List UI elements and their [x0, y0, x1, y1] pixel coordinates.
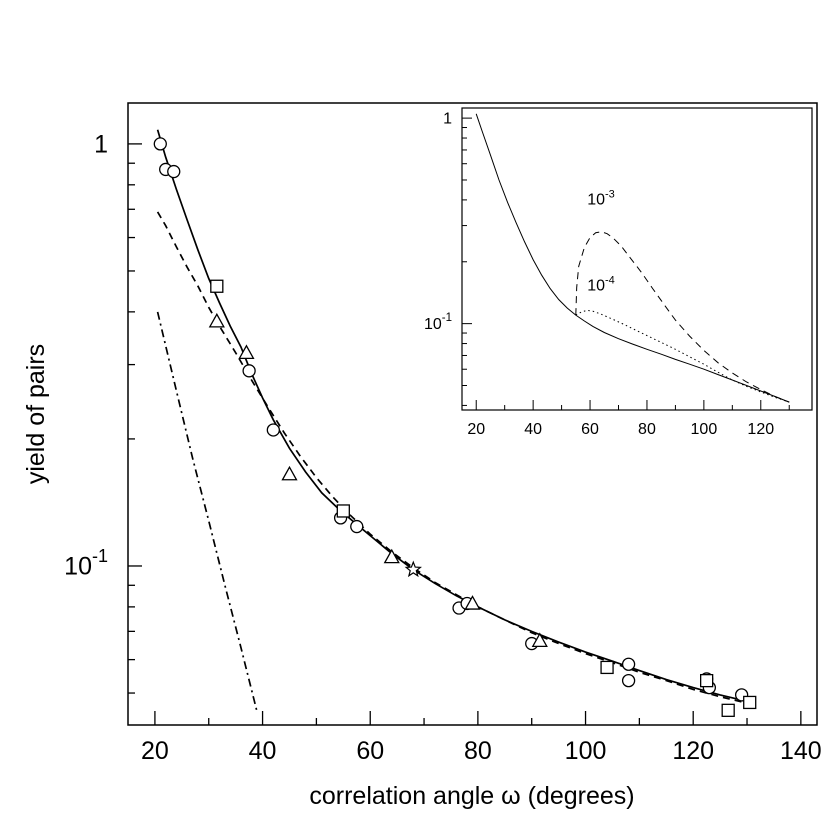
data-point-circle: [242, 364, 256, 378]
y-tick-label: 10-1: [64, 546, 108, 581]
curve-annotation: 10-3: [587, 188, 615, 208]
data-point-triangle: [464, 595, 481, 610]
y-axis-label: yield of pairs: [22, 344, 50, 484]
data-point-square: [700, 673, 714, 688]
x-tick-label: 80: [638, 421, 656, 438]
data-point-circle: [350, 519, 364, 534]
x-tick-label: 140: [780, 737, 822, 765]
x-tick-label: 120: [672, 737, 714, 765]
data-point-square: [210, 279, 224, 293]
data-point-square: [600, 660, 614, 675]
data-point-square: [336, 504, 350, 518]
data-point-star: [404, 560, 422, 578]
data-point-square: [721, 703, 735, 717]
main-y-tick-labels: 1 10-1: [64, 131, 108, 581]
curve-dotted: [575, 309, 790, 403]
x-tick-label: 40: [249, 737, 277, 765]
main-data-points: [153, 137, 757, 717]
data-point-circle: [266, 423, 280, 437]
x-tick-label: 100: [691, 421, 718, 438]
x-tick-label: 120: [747, 421, 774, 438]
data-point-triangle: [531, 632, 548, 648]
curve-annotation: 10-4: [587, 274, 615, 294]
x-tick-label: 60: [356, 737, 384, 765]
inset-annotations: 10-3 10-4: [587, 188, 615, 294]
curve-dashed: [575, 231, 790, 403]
y-tick-label: 1: [94, 131, 108, 159]
data-point-circle: [167, 164, 181, 179]
inset-plot-frame: [461, 107, 813, 411]
x-tick-label: 20: [467, 421, 485, 438]
inset-plot-background: [462, 108, 812, 410]
curve-dashdot: [156, 311, 259, 713]
y-tick-label: 1: [443, 111, 452, 128]
data-point-triangle: [208, 312, 225, 328]
data-point-circle: [153, 137, 167, 151]
inset-curves: [475, 113, 790, 403]
main-ticks: [128, 143, 802, 725]
inset-y-tick-labels: 1 10-1: [424, 111, 452, 334]
data-point-circle: [621, 657, 636, 671]
x-tick-label: 80: [464, 737, 492, 765]
data-point-triangle: [383, 548, 400, 564]
data-point-circle: [621, 673, 636, 688]
data-point-triangle: [238, 344, 255, 360]
x-tick-label: 20: [141, 737, 169, 765]
inset-x-tick-labels: 20 40 60 80 100 120: [467, 421, 774, 438]
x-tick-label: 60: [581, 421, 599, 438]
x-tick-label: 100: [565, 737, 607, 765]
x-tick-label: 40: [524, 421, 542, 438]
x-axis-label: correlation angle ω (degrees): [309, 782, 634, 810]
curve-solid: [475, 113, 790, 403]
data-point-square: [743, 695, 757, 710]
y-tick-label: 10-1: [424, 312, 452, 333]
data-point-triangle: [281, 465, 298, 481]
inset-ticks: [462, 117, 790, 410]
main-plot-frame: [127, 102, 818, 726]
main-x-tick-labels: 20 40 60 80 100 120 140: [141, 737, 822, 765]
